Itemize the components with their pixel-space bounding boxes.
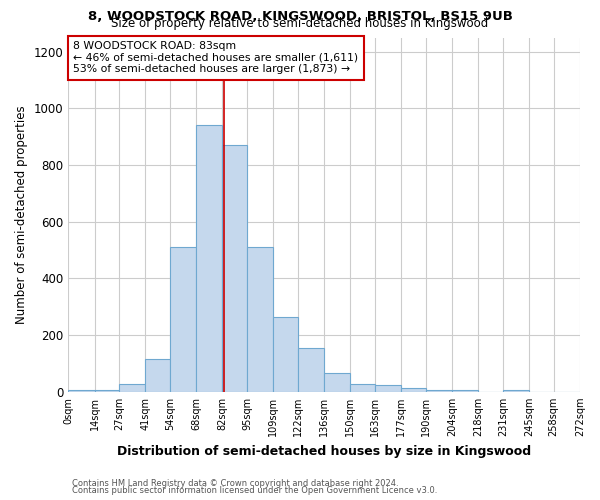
- Bar: [425, 390, 452, 392]
- Text: Contains public sector information licensed under the Open Government Licence v3: Contains public sector information licen…: [72, 486, 437, 495]
- Bar: [247, 247, 273, 392]
- Bar: [68, 390, 95, 392]
- Bar: [401, 388, 425, 392]
- Bar: [145, 359, 170, 392]
- Bar: [273, 316, 298, 392]
- Bar: [196, 126, 223, 392]
- Bar: [350, 384, 375, 392]
- Bar: [119, 384, 145, 392]
- Text: Contains HM Land Registry data © Crown copyright and database right 2024.: Contains HM Land Registry data © Crown c…: [72, 478, 398, 488]
- Bar: [452, 390, 478, 392]
- Bar: [375, 384, 401, 392]
- Y-axis label: Number of semi-detached properties: Number of semi-detached properties: [15, 106, 28, 324]
- Bar: [298, 348, 324, 392]
- X-axis label: Distribution of semi-detached houses by size in Kingswood: Distribution of semi-detached houses by …: [117, 444, 531, 458]
- Text: Size of property relative to semi-detached houses in Kingswood: Size of property relative to semi-detach…: [112, 18, 488, 30]
- Bar: [503, 390, 529, 392]
- Bar: [324, 374, 350, 392]
- Bar: [95, 390, 119, 392]
- Text: 8 WOODSTOCK ROAD: 83sqm
← 46% of semi-detached houses are smaller (1,611)
53% of: 8 WOODSTOCK ROAD: 83sqm ← 46% of semi-de…: [73, 41, 358, 74]
- Bar: [170, 247, 196, 392]
- Bar: [223, 145, 247, 392]
- Text: 8, WOODSTOCK ROAD, KINGSWOOD, BRISTOL, BS15 9UB: 8, WOODSTOCK ROAD, KINGSWOOD, BRISTOL, B…: [88, 10, 512, 23]
